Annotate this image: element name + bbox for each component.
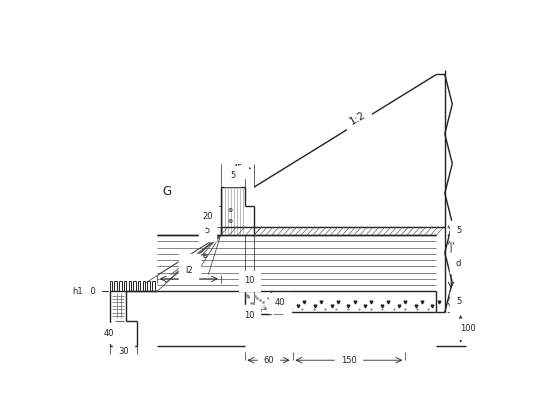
- Text: 150: 150: [341, 356, 357, 365]
- Text: 25: 25: [184, 260, 195, 269]
- Text: 5: 5: [230, 171, 235, 180]
- Text: 100: 100: [460, 324, 476, 333]
- Text: 10: 10: [244, 311, 255, 320]
- Text: △: △: [248, 304, 251, 309]
- Text: 5: 5: [456, 297, 461, 306]
- Text: G: G: [163, 185, 172, 198]
- Text: 45: 45: [232, 164, 242, 173]
- Text: ⊕: ⊕: [201, 253, 207, 259]
- Text: 40: 40: [104, 328, 114, 338]
- Text: ⊕: ⊕: [189, 265, 194, 271]
- Text: l2: l2: [185, 266, 193, 275]
- Text: 1:2: 1:2: [347, 110, 367, 127]
- Text: 100: 100: [80, 287, 96, 296]
- Text: h1: h1: [72, 287, 83, 296]
- Text: 5: 5: [456, 226, 461, 235]
- Text: 40: 40: [275, 298, 285, 307]
- Text: △: △: [255, 307, 259, 312]
- Text: 60: 60: [263, 356, 274, 365]
- Text: 20: 20: [202, 212, 213, 221]
- Text: ⊕: ⊕: [227, 219, 232, 224]
- Text: 10: 10: [244, 276, 255, 286]
- Text: △: △: [263, 304, 267, 309]
- Text: 5: 5: [205, 226, 210, 235]
- Text: d: d: [456, 259, 461, 268]
- Text: ⊕: ⊕: [227, 207, 232, 213]
- Text: 30: 30: [118, 347, 129, 356]
